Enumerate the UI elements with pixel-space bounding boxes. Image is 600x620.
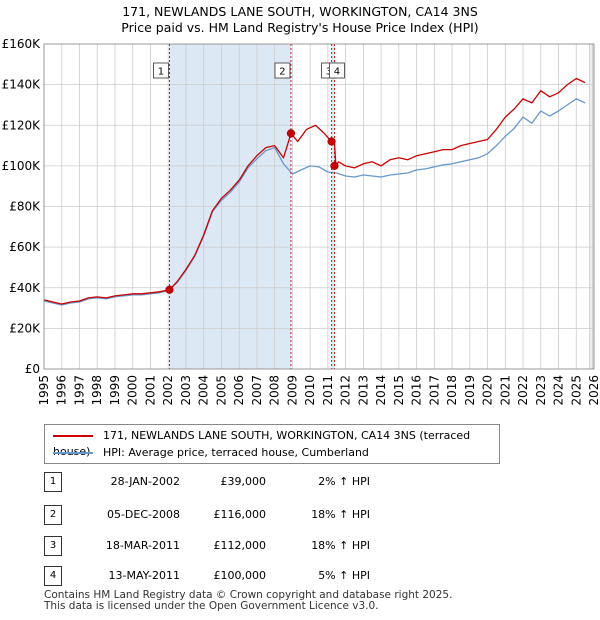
footer-licence: This data is licensed under the Open Gov… (44, 600, 379, 612)
chart-subtitle: Price paid vs. HM Land Registry's House … (121, 20, 479, 35)
x-tick-label: 2026 (587, 375, 600, 406)
y-tick-label: £60K (9, 240, 41, 254)
x-tick-label: 2018 (445, 375, 459, 406)
x-tick-label: 2016 (410, 375, 424, 406)
footer: Contains HM Land Registry data © Crown c… (44, 590, 452, 612)
price-chart: £0 £20K £40K £60K £80K £100K £120K £140K £160K 19… (2, 37, 600, 406)
sale-price: £116,000 (213, 508, 267, 521)
sale-point (286, 129, 296, 138)
footer-copyright: Contains HM Land Registry data © Crown c… (44, 589, 453, 601)
x-tick-label: 2005 (214, 375, 228, 406)
sale-date: 28-JAN-2002 (110, 475, 180, 488)
sale-date: 13-MAY-2011 (108, 569, 180, 582)
sale-point (330, 161, 339, 170)
legend-item-property: 171, NEWLANDS LANE SOUTH, WORKINGTON, CA… (53, 428, 499, 458)
x-tick-label: 2014 (374, 375, 388, 406)
y-tick-label: £0 (25, 362, 40, 376)
y-tick-label: £20K (9, 321, 41, 335)
sale-marker-label: 4 (334, 67, 340, 78)
sale-point (327, 137, 336, 146)
x-tick-label: 2009 (285, 375, 299, 406)
sale-marker-box (274, 62, 291, 79)
x-tick-label: 2025 (569, 375, 583, 406)
x-tick-label: 2013 (356, 375, 370, 406)
legend-label-property: 171, NEWLANDS LANE SOUTH, WORKINGTON, CA… (53, 429, 471, 458)
sale-marker-label: 1 (158, 67, 164, 78)
sale-row: 1 28-JAN-2002 £39,000 2% ↑ HPI (0, 472, 600, 492)
plot-frame (43, 43, 595, 370)
sale-hpi-change: 5% ↑ HPI (318, 569, 370, 582)
legend-swatch-property (53, 435, 93, 437)
legend-swatch-hpi (53, 452, 93, 454)
sale-hpi-change: 2% ↑ HPI (318, 475, 370, 488)
y-tick-label: £80K (9, 200, 41, 214)
sale-row: 3 18-MAR-2011 £112,000 18% ↑ HPI (0, 536, 600, 556)
x-tick-label: 2012 (339, 375, 353, 406)
sale-marker-box (153, 62, 169, 79)
x-tick-label: 2024 (552, 375, 566, 406)
sale-point (165, 285, 174, 294)
x-tick-label: 1997 (72, 375, 86, 406)
x-tick-label: 2001 (143, 375, 157, 406)
sale-date: 18-MAR-2011 (105, 539, 180, 552)
x-tick-label: 2022 (516, 375, 530, 406)
chart-title: 171, NEWLANDS LANE SOUTH, WORKINGTON, CA… (122, 4, 478, 19)
x-tick-label: 2006 (232, 375, 246, 406)
y-tick-label: £40K (9, 281, 41, 295)
x-tick-label: 1998 (90, 375, 104, 406)
x-tick-label: 2007 (250, 375, 264, 406)
x-tick-label: 2023 (534, 375, 548, 406)
legend-label-hpi: HPI: Average price, terraced house, Cumb… (103, 446, 369, 459)
legend: 171, NEWLANDS LANE SOUTH, WORKINGTON, CA… (44, 424, 500, 464)
x-tick-label: 2003 (179, 375, 193, 406)
x-tick-label: 2015 (392, 375, 406, 406)
chart-title-block: 171, NEWLANDS LANE SOUTH, WORKINGTON, CA… (0, 4, 600, 36)
sale-hpi-change: 18% ↑ HPI (311, 508, 370, 521)
sale-number-badge: 2 (44, 505, 62, 525)
x-tick-label: 2021 (498, 375, 512, 406)
y-tick-label: £100K (2, 159, 42, 173)
x-tick-label: 2020 (481, 375, 495, 406)
sale-number-badge: 1 (44, 472, 62, 492)
x-tick-label: 2008 (268, 375, 282, 406)
x-tick-label: 1999 (108, 375, 122, 406)
sale-row: 4 13-MAY-2011 £100,000 5% ↑ HPI (0, 566, 600, 586)
sale-price: £100,000 (213, 569, 267, 582)
x-tick-label: 1996 (55, 375, 69, 406)
y-tick-label: £140K (2, 78, 42, 92)
y-tick-label: £160K (2, 37, 42, 51)
x-tick-label: 2017 (427, 375, 441, 406)
x-tick-label: 2010 (303, 375, 317, 406)
sale-hpi-change: 18% ↑ HPI (311, 539, 370, 552)
x-tick-label: 2019 (463, 375, 477, 406)
x-tick-label: 2004 (197, 375, 211, 406)
legend-item-hpi: HPI: Average price, terraced house, Cumb… (53, 445, 369, 461)
x-tick-label: 2011 (321, 375, 335, 406)
sale-number-badge: 4 (44, 566, 62, 586)
sale-marker-label: 2 (279, 67, 285, 78)
sale-price: £112,000 (213, 539, 267, 552)
y-tick-label: £120K (2, 118, 42, 132)
hpi-series-line (43, 98, 586, 306)
x-tick-label: 2000 (126, 375, 140, 406)
sale-number-badge: 3 (44, 536, 62, 556)
property-series-line (43, 77, 586, 305)
sale-date: 05-DEC-2008 (106, 508, 180, 521)
sale-marker-box (329, 62, 345, 79)
sale-price: £39,000 (220, 475, 267, 488)
sale-row: 2 05-DEC-2008 £116,000 18% ↑ HPI (0, 505, 600, 525)
x-tick-label: 1995 (37, 375, 51, 406)
x-tick-label: 2002 (161, 375, 175, 406)
